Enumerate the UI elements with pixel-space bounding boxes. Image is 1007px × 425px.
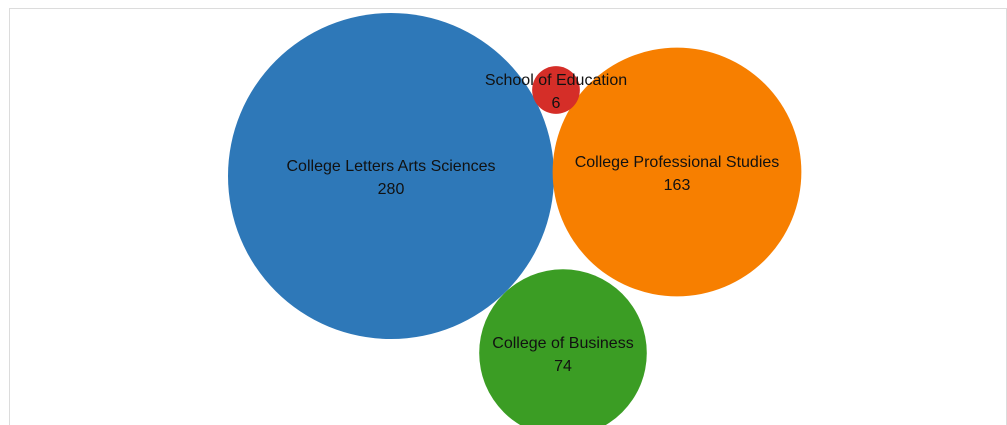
bubble-name-label-college-letters-arts-sciences: College Letters Arts Sciences	[287, 158, 496, 175]
bubble-value-label-college-letters-arts-sciences: 280	[378, 181, 405, 198]
bubble-name-label-college-professional-studies: College Professional Studies	[575, 154, 780, 171]
bubble-college-of-business[interactable]	[479, 269, 647, 425]
bubble-value-label-school-of-education: 6	[552, 95, 561, 112]
bubble-value-label-college-of-business: 74	[554, 358, 572, 375]
bubble-chart: College Letters Arts Sciences 280 College …	[228, 13, 802, 425]
bubble-value-label-college-professional-studies: 163	[664, 177, 691, 194]
bubble-college-professional-studies[interactable]	[552, 47, 802, 297]
bubble-name-label-college-of-business: College of Business	[492, 335, 633, 352]
chart-frame: College Letters Arts Sciences 280 College …	[9, 8, 1007, 425]
bubble-college-letters-arts-sciences[interactable]	[228, 13, 554, 339]
bubble-school-of-education[interactable]	[532, 66, 580, 114]
bubble-name-label-school-of-education: School of Education	[485, 72, 627, 89]
